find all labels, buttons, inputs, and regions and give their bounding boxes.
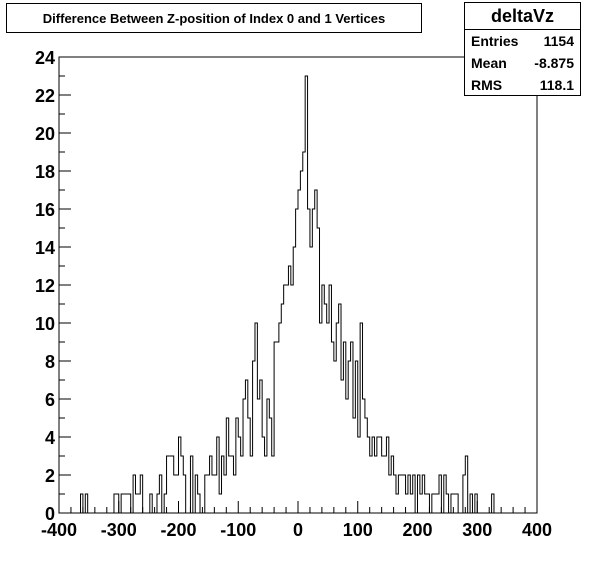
stats-row-entries: Entries 1154 [465, 30, 580, 52]
x-tick-label: -300 [101, 520, 137, 540]
x-tick-label: 200 [402, 520, 432, 540]
stats-row-rms: RMS 118.1 [465, 74, 580, 96]
histogram-line [59, 75, 537, 514]
x-tick-label: 0 [293, 520, 303, 540]
y-tick-label: 12 [35, 276, 55, 296]
y-tick-label: 18 [35, 162, 55, 182]
x-tick-label: -200 [160, 520, 196, 540]
stats-row-mean: Mean -8.875 [465, 52, 580, 74]
y-tick-label: 10 [35, 314, 55, 334]
y-tick-label: 16 [35, 200, 55, 220]
y-tick-label: 24 [35, 48, 55, 68]
y-tick-label: 0 [45, 504, 55, 524]
y-tick-label: 8 [45, 352, 55, 372]
y-tick-label: 20 [35, 124, 55, 144]
y-tick-label: 22 [35, 86, 55, 106]
x-tick-label: 300 [462, 520, 492, 540]
y-tick-label: 14 [35, 238, 55, 258]
stats-value: 1154 [543, 33, 574, 49]
y-tick-label: 4 [45, 428, 55, 448]
y-tick-label: 6 [45, 390, 55, 410]
x-tick-label: -100 [220, 520, 256, 540]
stats-value: -8.875 [534, 55, 574, 71]
chart-title: Difference Between Z-position of Index 0… [6, 3, 422, 33]
stats-label: Entries [471, 33, 519, 49]
x-tick-label: 400 [522, 520, 552, 540]
stats-title: deltaVz [465, 3, 580, 30]
plot-frame [58, 56, 538, 514]
x-tick-label: 100 [343, 520, 373, 540]
stats-label: Mean [471, 55, 507, 71]
x-tick-label: -400 [41, 520, 77, 540]
y-tick-label: 2 [45, 466, 55, 486]
axis-ticks [58, 56, 538, 514]
stats-label: RMS [471, 77, 503, 93]
stats-box: deltaVz Entries 1154 Mean -8.875 RMS 118… [464, 2, 581, 96]
stats-value: 118.1 [539, 77, 574, 93]
